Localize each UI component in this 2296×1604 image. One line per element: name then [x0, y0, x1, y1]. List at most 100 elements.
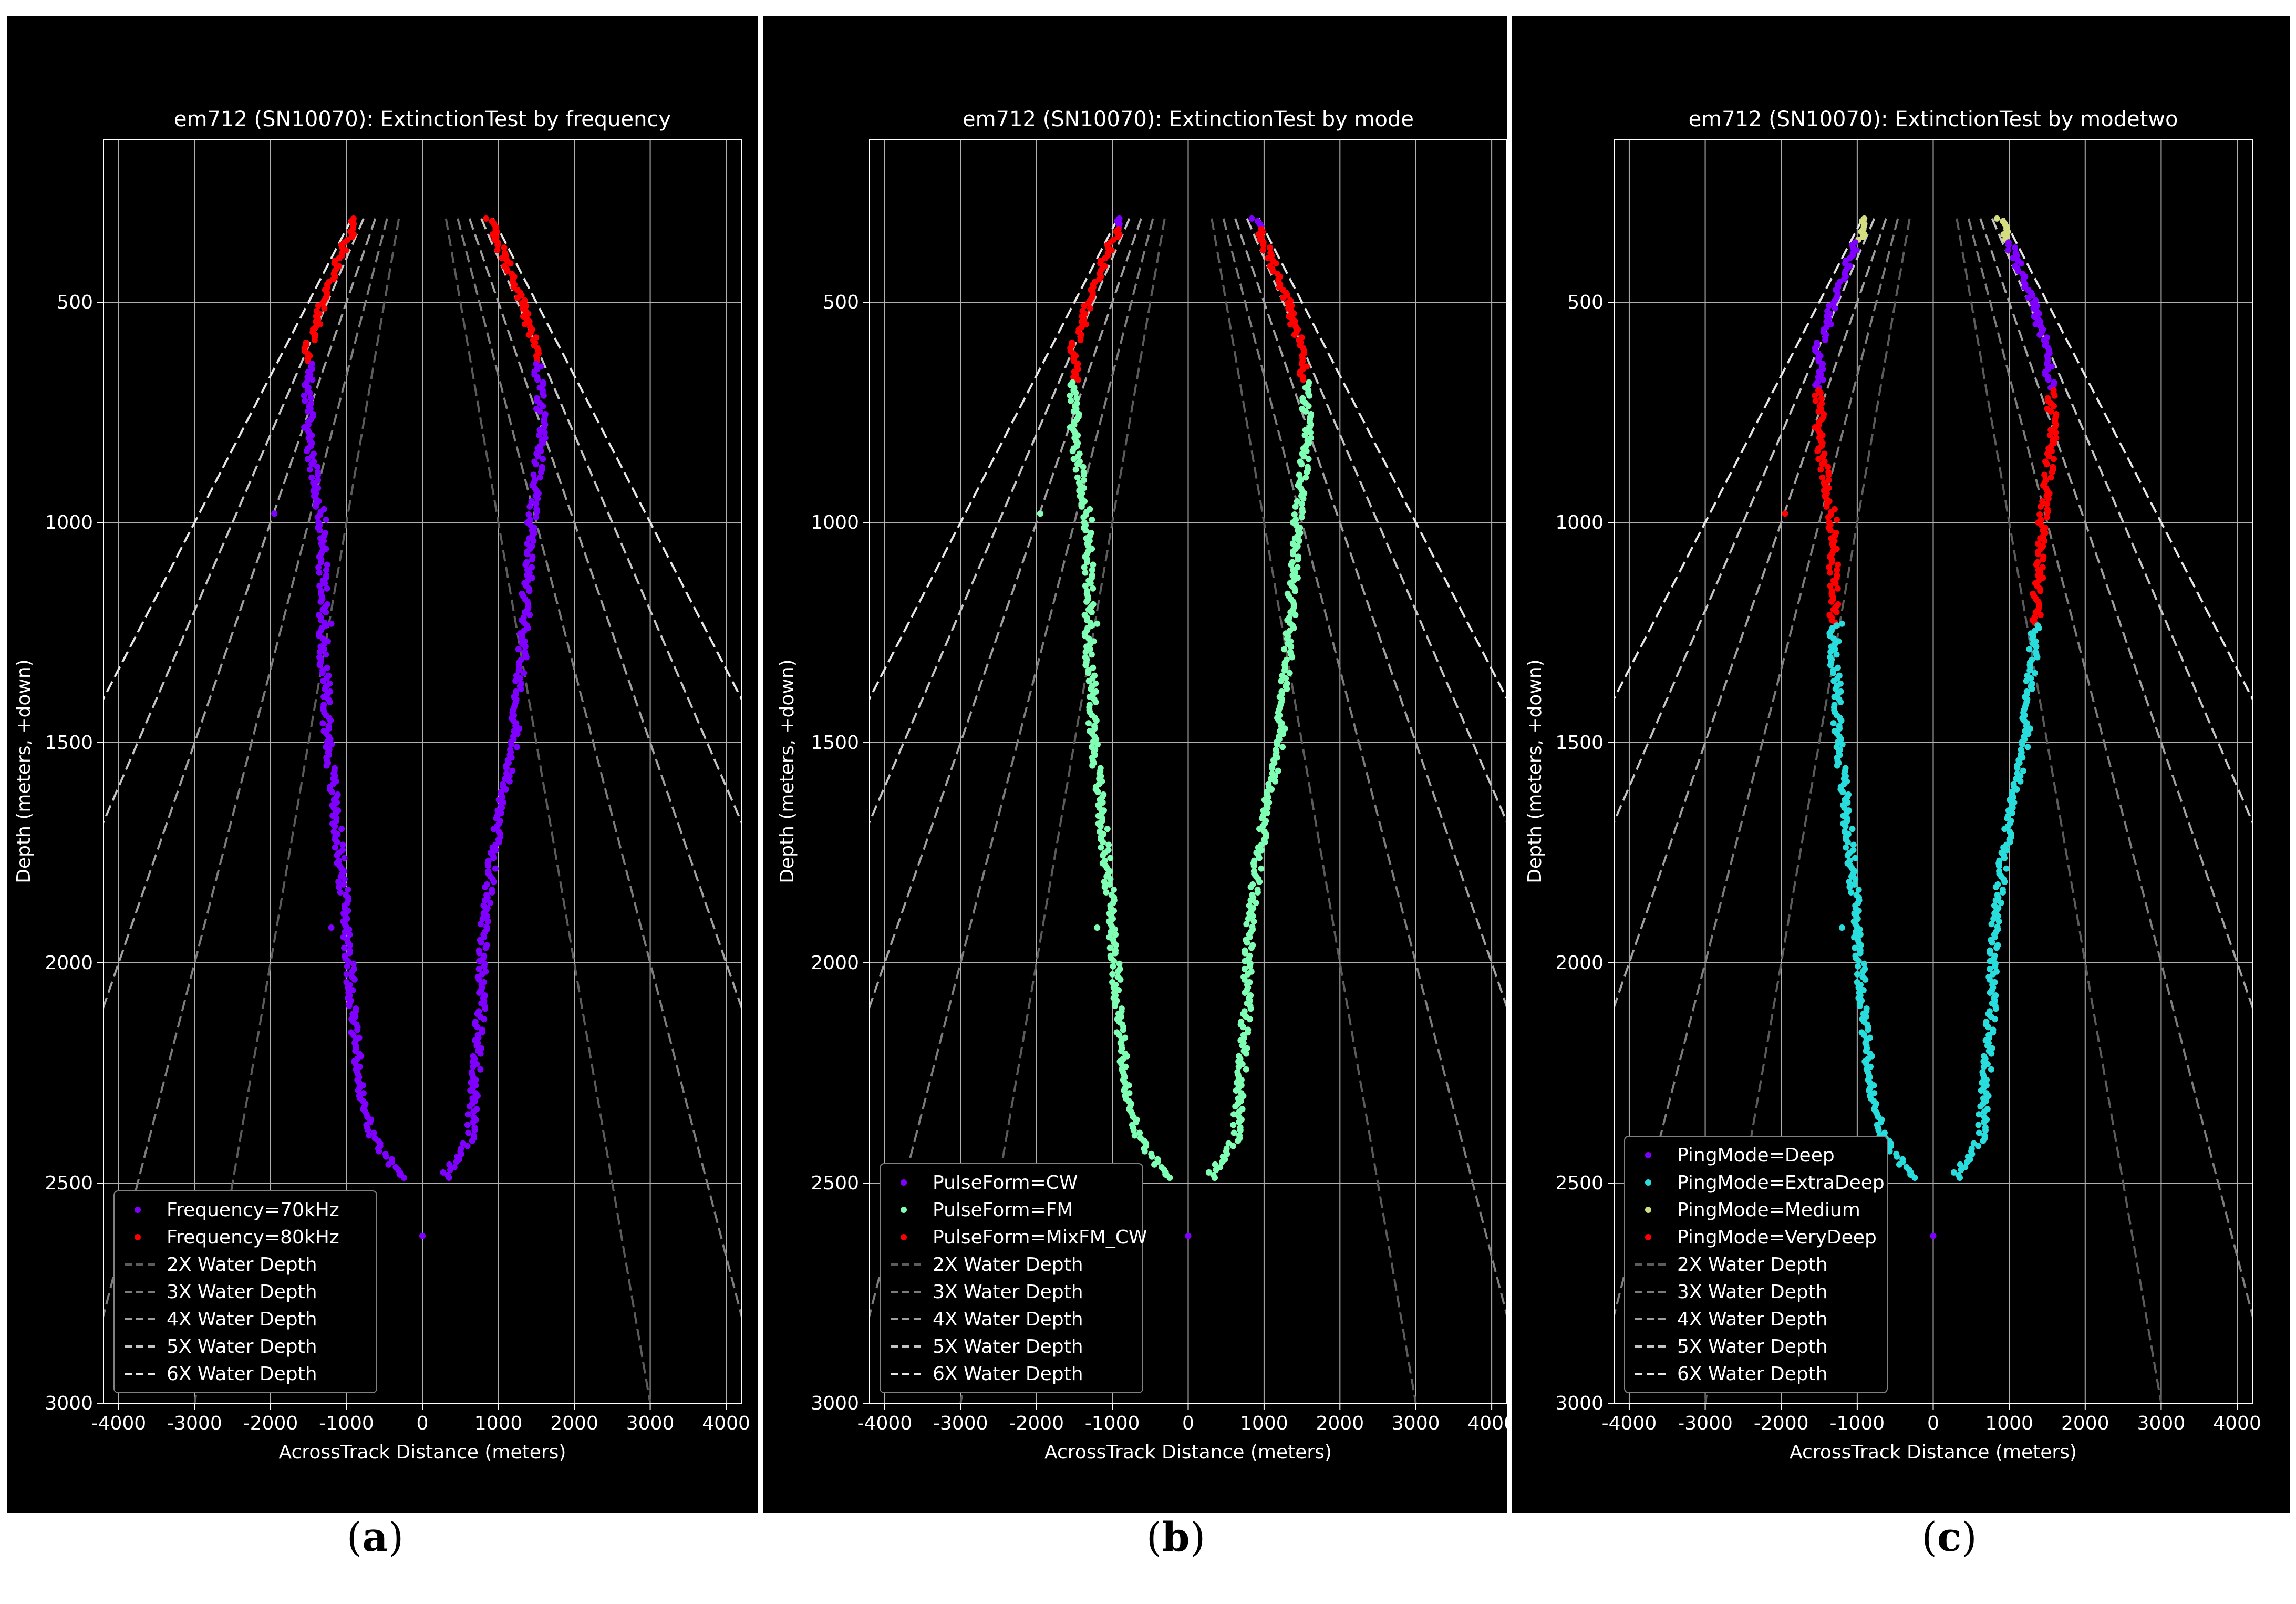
point-outlier — [1838, 924, 1845, 931]
point-starboard — [1306, 392, 1313, 399]
point-starboard — [1301, 432, 1308, 439]
chart-panel-1: -4000 -3000 -2000 -1000 0 1000 2000 3000 4000 500… — [7, 16, 758, 1513]
x-tick-label: -3000 — [933, 1413, 988, 1434]
point-starboard — [2051, 403, 2057, 409]
point-starboard — [475, 965, 482, 972]
point-starboard — [2020, 767, 2026, 774]
coverage-line-4x — [1614, 218, 1887, 1010]
point-starboard — [1985, 1024, 1992, 1031]
point-port — [1110, 984, 1117, 991]
point-starboard — [1304, 469, 1310, 476]
x-tick-label: 4000 — [2213, 1413, 2261, 1434]
point-starboard — [1287, 321, 1294, 327]
point-port — [318, 559, 325, 565]
point-port — [1865, 1026, 1871, 1033]
point-outlier — [396, 1171, 403, 1178]
point-starboard — [1992, 963, 1999, 970]
legend-marker — [135, 1207, 141, 1213]
point-port — [1112, 931, 1119, 938]
point-starboard — [1281, 667, 1288, 674]
point-starboard — [1298, 500, 1305, 507]
point-starboard — [525, 511, 532, 518]
coverage-line-6x — [104, 218, 353, 701]
point-starboard — [2013, 786, 2020, 793]
point-starboard — [1976, 1111, 1982, 1118]
point-starboard — [464, 1111, 471, 1118]
point-port — [1827, 527, 1834, 534]
point-starboard — [1989, 939, 1995, 946]
point-port — [1090, 585, 1097, 592]
point-starboard — [526, 503, 533, 510]
x-tick-label: 3000 — [2137, 1413, 2186, 1434]
point-starboard — [521, 670, 528, 676]
point-starboard — [1305, 456, 1312, 462]
point-port — [382, 1153, 389, 1160]
point-starboard — [2012, 244, 2019, 251]
y-tick-label: 2500 — [811, 1173, 859, 1194]
point-starboard — [1247, 897, 1254, 904]
point-port — [345, 886, 351, 893]
point-port — [1141, 1148, 1148, 1155]
point-starboard — [446, 1161, 453, 1168]
y-tick-label: 1500 — [811, 732, 859, 754]
point-port — [1094, 788, 1101, 795]
point-starboard — [516, 725, 523, 732]
point-port — [1812, 397, 1819, 404]
point-starboard — [476, 990, 483, 996]
legend-label: 4X Water Depth — [1677, 1309, 1828, 1330]
x-ticks: -4000 -3000 -2000 -1000 0 1000 2000 3000 4000 — [1602, 1403, 2261, 1434]
point-port — [1875, 1127, 1882, 1134]
point-starboard — [501, 244, 508, 251]
point-starboard — [481, 963, 488, 970]
point-starboard — [477, 1050, 484, 1057]
point-starboard — [1240, 1093, 1247, 1099]
point-starboard — [1993, 215, 2000, 222]
point-port — [1070, 456, 1077, 462]
point-port — [1817, 466, 1824, 473]
point-port — [1837, 698, 1844, 705]
point-starboard — [1243, 1066, 1249, 1073]
legend-marker — [1645, 1152, 1651, 1158]
point-port — [1092, 698, 1099, 705]
point-starboard — [1980, 1063, 1987, 1070]
x-axis-label: AcrossTrack Distance (meters) — [279, 1442, 566, 1463]
point-port — [1812, 392, 1818, 399]
point-starboard — [1302, 408, 1309, 415]
point-starboard — [472, 1076, 479, 1083]
x-tick-label: 0 — [417, 1413, 429, 1434]
point-port — [1833, 517, 1840, 523]
point-starboard — [1302, 427, 1309, 434]
point-outlier — [1094, 620, 1101, 627]
point-port — [1854, 971, 1860, 978]
point-starboard — [1235, 1063, 1242, 1070]
point-starboard — [524, 572, 531, 579]
point-starboard — [2043, 513, 2050, 520]
point-port — [1825, 477, 1832, 484]
point-starboard — [514, 294, 521, 301]
point-starboard — [2001, 855, 2008, 861]
point-port — [1121, 1087, 1128, 1094]
point-starboard — [474, 1093, 481, 1099]
point-starboard — [1247, 963, 1254, 970]
point-starboard — [2010, 255, 2016, 262]
x-tick-label: 0 — [1927, 1413, 1939, 1434]
point-port — [1072, 389, 1079, 396]
point-starboard — [1238, 1076, 1245, 1083]
point-starboard — [1300, 376, 1307, 383]
point-starboard — [477, 1066, 484, 1073]
point-starboard — [1978, 1087, 1984, 1094]
point-port — [1101, 883, 1108, 890]
point-starboard — [1988, 921, 1995, 928]
coverage-line-2x — [1704, 218, 1911, 1403]
point-starboard — [1284, 685, 1290, 692]
point-port — [324, 585, 330, 592]
point-starboard — [477, 921, 484, 928]
point-starboard — [2034, 654, 2041, 661]
point-starboard — [485, 918, 492, 925]
point-port — [1080, 485, 1087, 491]
point-port — [346, 931, 353, 938]
point-port — [1106, 944, 1113, 951]
point-port — [1074, 461, 1081, 468]
legend-label: 5X Water Depth — [1677, 1336, 1828, 1358]
point-port — [1107, 855, 1114, 861]
